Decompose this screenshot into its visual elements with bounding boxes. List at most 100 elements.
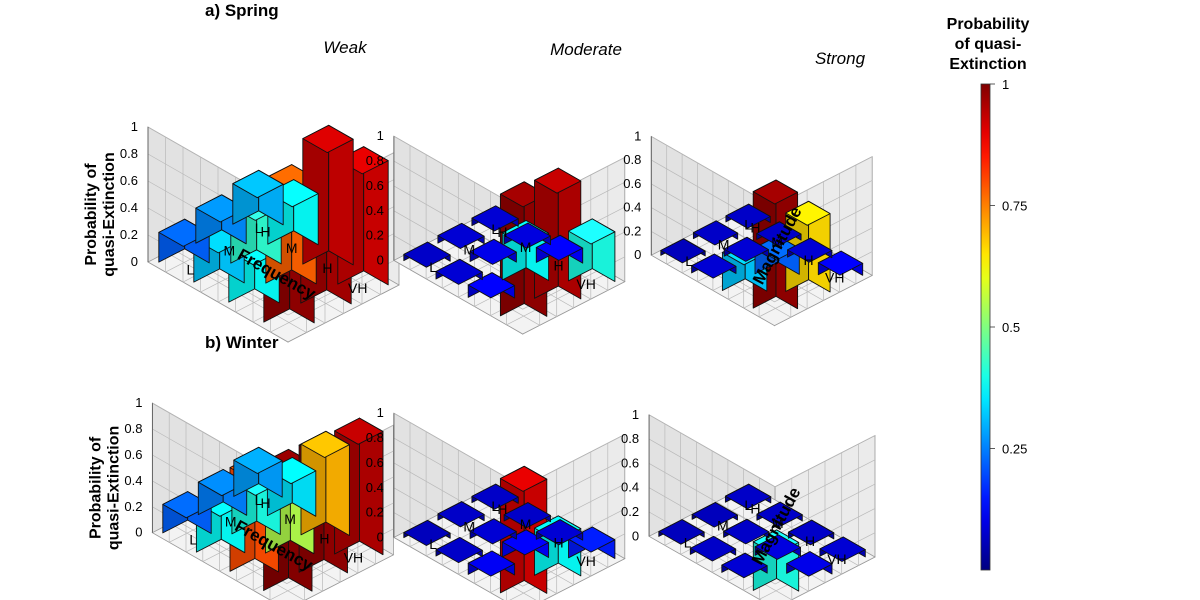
frequency-tick-label: H bbox=[553, 535, 563, 551]
bar-face-top bbox=[660, 238, 706, 264]
bar-face-top bbox=[334, 417, 384, 445]
bar-face-top bbox=[756, 501, 803, 528]
bar-face-top bbox=[535, 519, 584, 546]
frequency-tick-label: H bbox=[553, 258, 563, 274]
colorbar-title: Probability of quasi-Extinction bbox=[947, 16, 1030, 73]
bar bbox=[786, 551, 833, 577]
bar bbox=[723, 518, 770, 545]
z-tick-label: 0.8 bbox=[623, 152, 641, 167]
bar-face-top bbox=[691, 502, 738, 528]
magnitude-tick-label: H bbox=[261, 224, 271, 240]
magnitude-tick-label: H bbox=[750, 500, 760, 516]
frequency-tick-label: M bbox=[520, 239, 532, 255]
z-tick-label: 0.8 bbox=[621, 431, 639, 446]
magnitude-tick-label: M bbox=[717, 517, 729, 533]
z-axis-label: Probability ofquasi-Extinction bbox=[87, 426, 122, 550]
row-title: a) Spring bbox=[205, 1, 279, 20]
bar-face-top bbox=[469, 238, 517, 265]
bar bbox=[437, 222, 485, 249]
magnitude-tick-label: M bbox=[718, 236, 730, 252]
bar bbox=[787, 237, 833, 263]
z-axis-label: Probability ofquasi-Extinction bbox=[83, 152, 118, 276]
bar-face-top bbox=[403, 519, 451, 546]
magnitude-tick-label: L bbox=[429, 259, 437, 275]
z-tick-label: 1 bbox=[131, 119, 138, 134]
bar-face-top bbox=[403, 241, 451, 268]
z-tick-label: 0.6 bbox=[124, 447, 142, 462]
bar-face-top bbox=[819, 536, 866, 562]
z-tick-label: 0.6 bbox=[621, 455, 639, 470]
z-tick-label: 0 bbox=[634, 247, 641, 262]
bar-face-top bbox=[534, 167, 582, 194]
frequency-tick-label: VH bbox=[827, 551, 846, 567]
frequency-tick-label: VH bbox=[576, 553, 595, 569]
bars-group bbox=[403, 167, 616, 317]
magnitude-tick-label: H bbox=[260, 495, 270, 511]
z-tick-label: 0 bbox=[377, 529, 384, 544]
z-tick-label: 0.4 bbox=[124, 473, 142, 488]
bar-face-top bbox=[754, 534, 801, 560]
z-tick-label: 1 bbox=[135, 395, 142, 410]
bar bbox=[471, 483, 519, 510]
bar bbox=[435, 537, 483, 564]
bar-face-top bbox=[658, 519, 705, 545]
magnitude-tick-label: L bbox=[685, 253, 693, 269]
bar-face-top bbox=[752, 179, 799, 205]
panel-title: Weak bbox=[323, 38, 368, 57]
bar-face-top bbox=[691, 253, 737, 279]
bar-face-top bbox=[787, 237, 833, 263]
magnitude-tick-label: L bbox=[189, 532, 197, 548]
row-group: a) SpringWeak00.20.40.60.81VHHMLLMHProba… bbox=[83, 1, 874, 343]
bar bbox=[819, 536, 866, 562]
z-tick-label: 0.2 bbox=[366, 228, 384, 243]
z-tick-label: 1 bbox=[377, 405, 384, 420]
z-tick-label: 0.4 bbox=[366, 480, 384, 495]
frequency-tick-label: L bbox=[255, 220, 263, 236]
bar-face-top bbox=[756, 221, 802, 247]
magnitude-tick-label: L bbox=[684, 535, 692, 551]
row-group: b) Winter00.20.40.60.81VHHMLLMHProbabili… bbox=[87, 333, 876, 600]
z-tick-label: 0.8 bbox=[120, 146, 138, 161]
colorbar-tick-label: 0.5 bbox=[1002, 320, 1020, 335]
magnitude-tick-label: M bbox=[463, 518, 475, 534]
colorbar-tick-label: 1 bbox=[1002, 77, 1009, 92]
frequency-tick-label: VH bbox=[576, 276, 595, 292]
frequency-tick-label: H bbox=[805, 533, 815, 549]
bar bbox=[723, 236, 769, 262]
frequency-tick-label: L bbox=[255, 492, 263, 508]
z-tick-label: 1 bbox=[632, 407, 639, 422]
z-tick-label: 1 bbox=[634, 128, 641, 143]
bar-face-top bbox=[437, 501, 485, 528]
bars-group bbox=[403, 465, 616, 594]
bar-face-top bbox=[302, 124, 354, 154]
bar bbox=[817, 250, 864, 276]
bar-face-top bbox=[300, 430, 350, 458]
bar-face-top bbox=[724, 483, 772, 510]
z-tick-label: 0 bbox=[131, 254, 138, 269]
bar-face-top bbox=[568, 218, 616, 245]
z-tick-label: 0.8 bbox=[366, 153, 384, 168]
frequency-tick-label: H bbox=[319, 530, 329, 546]
frequency-tick-label: VH bbox=[348, 280, 367, 296]
frequency-tick-label: M bbox=[284, 511, 296, 527]
frequency-tick-label: M bbox=[520, 516, 532, 532]
colorbar: 1 0.75 0.5 0.25 Probability of quasi-Extincti… bbox=[947, 16, 1030, 571]
bar-face-top bbox=[469, 518, 517, 545]
z-tick-label: 0.2 bbox=[120, 227, 138, 242]
row-title: b) Winter bbox=[205, 333, 279, 352]
frequency-tick-label: M bbox=[286, 240, 298, 256]
bars-group bbox=[158, 124, 389, 324]
bar-face-top bbox=[435, 258, 483, 285]
magnitude-tick-label: H bbox=[497, 501, 507, 517]
colorbar-gradient bbox=[980, 83, 991, 571]
bar bbox=[403, 241, 451, 268]
bar bbox=[756, 501, 803, 528]
z-tick-label: 0.6 bbox=[366, 178, 384, 193]
bar-face-top bbox=[692, 220, 739, 246]
bar-face-top bbox=[787, 519, 835, 546]
z-tick-label: 0.2 bbox=[366, 505, 384, 520]
magnitude-tick-label: M bbox=[463, 241, 475, 257]
